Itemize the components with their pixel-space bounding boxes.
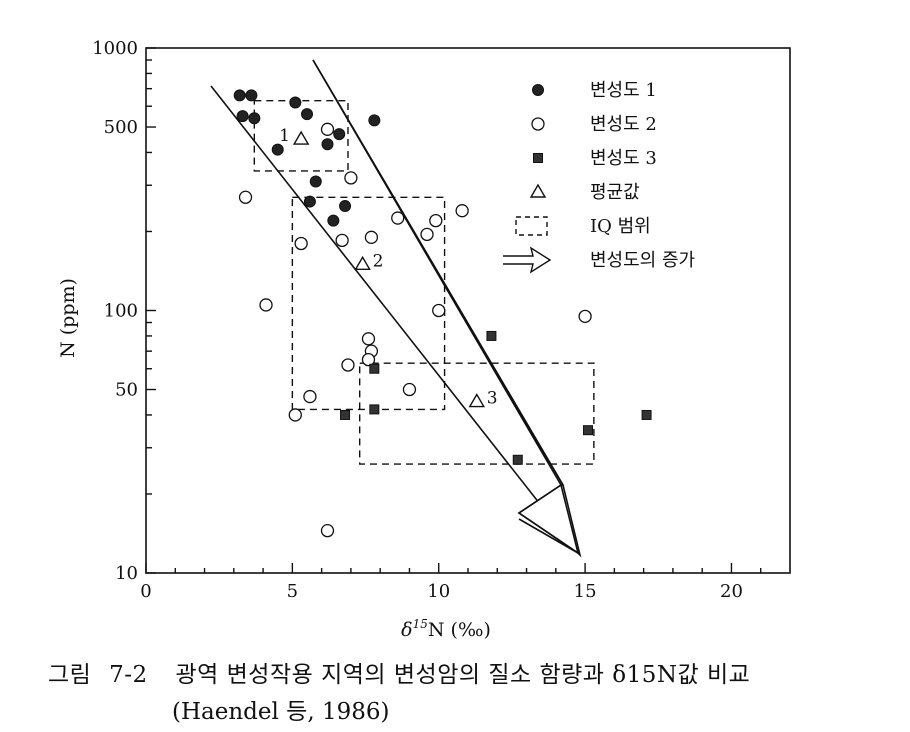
data-point-series-2 bbox=[303, 389, 317, 404]
legend-symbol bbox=[529, 183, 547, 198]
mean-label: 3 bbox=[487, 389, 498, 409]
axis-ticks bbox=[145, 47, 762, 574]
data-point-series-1 bbox=[271, 143, 284, 156]
y-tick-label: 500 bbox=[104, 117, 138, 138]
iq-range-box bbox=[291, 196, 446, 411]
data-point-series-2 bbox=[402, 382, 417, 397]
x-axis-label: δ15N (‰) bbox=[401, 617, 491, 641]
iq-range-boxes bbox=[253, 99, 595, 465]
data-point-series-1 bbox=[303, 195, 316, 208]
legend-label: 변성도의 증가 bbox=[590, 250, 695, 271]
data-point-series-1 bbox=[236, 110, 249, 123]
data-point-series-1 bbox=[245, 89, 258, 102]
figure-caption-text: 광역 변성작용 지역의 변성암의 질소 함량과 δ15N값 비교 bbox=[175, 662, 751, 688]
y-tick-label: 1000 bbox=[92, 38, 138, 59]
data-point-series-1 bbox=[289, 96, 302, 109]
legend-label: 변성도 1 bbox=[590, 80, 657, 101]
data-point-series-2 bbox=[420, 227, 434, 242]
data-point-series-2 bbox=[361, 332, 376, 346]
legend-label: 변성도 2 bbox=[590, 114, 657, 135]
data-point-series-3 bbox=[369, 404, 380, 415]
data-point-series-3 bbox=[340, 409, 351, 420]
data-point-series-2 bbox=[432, 303, 446, 318]
data-point-series-1 bbox=[333, 128, 346, 141]
trend-arrow-tip-edge bbox=[518, 518, 579, 554]
data-point-series-1 bbox=[248, 112, 261, 125]
data-point-series-2 bbox=[364, 230, 379, 244]
figure-label: 그림 bbox=[48, 662, 92, 688]
data-point-series-1 bbox=[327, 214, 340, 227]
data-point-series-1 bbox=[301, 108, 313, 121]
data-points bbox=[233, 89, 652, 538]
iq-range-box bbox=[253, 99, 349, 172]
legend-symbol bbox=[531, 117, 545, 131]
y-tick-label: 50 bbox=[115, 380, 138, 401]
legend-label: 평균값 bbox=[590, 182, 640, 203]
data-point-series-2 bbox=[578, 309, 592, 323]
data-point-series-2 bbox=[361, 352, 376, 367]
data-point-series-2 bbox=[335, 233, 349, 248]
data-point-series-1 bbox=[368, 114, 381, 127]
data-point-series-3 bbox=[583, 425, 594, 436]
y-tick-labels: 10 50 100 500 1000 bbox=[92, 38, 138, 584]
iq-range-box bbox=[358, 362, 595, 465]
y-tick-label: 10 bbox=[115, 563, 138, 584]
mean-labels: 1 2 3 bbox=[279, 126, 497, 409]
mean-label: 2 bbox=[373, 251, 384, 271]
data-point-series-2 bbox=[455, 204, 469, 218]
trend-line bbox=[210, 85, 563, 533]
data-point-series-2 bbox=[259, 298, 273, 312]
trend-arrows bbox=[210, 59, 582, 558]
data-point-series-1 bbox=[339, 200, 352, 213]
data-point-series-4 bbox=[292, 130, 310, 145]
data-point-series-2 bbox=[238, 190, 253, 204]
x-tick-labels: 0 5 10 15 20 bbox=[140, 581, 743, 602]
mean-label: 1 bbox=[279, 126, 290, 146]
data-point-series-3 bbox=[512, 454, 523, 465]
data-point-series-1 bbox=[233, 89, 246, 102]
y-axis-label: N (ppm) bbox=[57, 278, 79, 358]
trend-hollow-arrow bbox=[312, 59, 580, 555]
data-point-series-2 bbox=[288, 408, 302, 422]
figure-number: 7-2 bbox=[109, 662, 148, 688]
x-tick-label: 15 bbox=[574, 581, 597, 602]
figure-caption: 그림 7-2 광역 변성작용 지역의 변성암의 질소 함량과 δ15N값 비교 bbox=[48, 655, 750, 689]
data-point-series-2 bbox=[344, 171, 358, 185]
x-tick-label: 5 bbox=[287, 581, 298, 602]
legend-label: IQ 범위 bbox=[590, 216, 651, 237]
legend-symbol bbox=[532, 84, 544, 96]
data-point-series-2 bbox=[320, 122, 335, 136]
x-tick-label: 20 bbox=[720, 581, 743, 602]
figure-source: (Haendel 등, 1986) bbox=[172, 699, 390, 725]
data-point-series-2 bbox=[391, 211, 405, 225]
data-point-series-2 bbox=[341, 358, 355, 372]
trend-arrowhead bbox=[312, 59, 582, 558]
data-point-series-3 bbox=[369, 363, 380, 374]
y-tick-label: 100 bbox=[104, 301, 138, 322]
data-point-series-1 bbox=[321, 138, 334, 151]
data-point-series-2 bbox=[294, 236, 308, 251]
data-point-series-1 bbox=[309, 175, 322, 188]
data-point-series-3 bbox=[486, 330, 497, 341]
legend-label: 변성도 3 bbox=[590, 148, 657, 169]
data-point-series-2 bbox=[429, 213, 443, 228]
x-tick-label: 10 bbox=[427, 581, 450, 602]
data-point-series-3 bbox=[641, 409, 652, 420]
data-point-series-4 bbox=[468, 393, 486, 408]
legend-symbol bbox=[515, 216, 548, 236]
data-point-series-4 bbox=[354, 255, 371, 270]
data-point-series-2 bbox=[320, 523, 335, 538]
legend-symbol bbox=[533, 153, 543, 163]
x-tick-label: 0 bbox=[140, 581, 151, 602]
legend-symbol bbox=[503, 246, 552, 274]
